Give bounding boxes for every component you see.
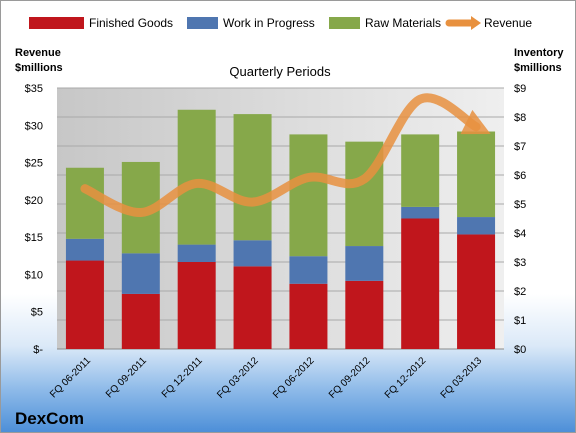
right-axis-title-line1: Inventory — [514, 47, 564, 59]
left-tick-label: $15 — [25, 232, 43, 244]
work-in-progress-bar — [177, 244, 216, 262]
raw-materials-bar — [401, 134, 440, 207]
right-tick-label: $8 — [514, 112, 526, 124]
x-tick-label: FQ 09-2012 — [327, 355, 373, 401]
x-ticks: FQ 06-2011 FQ 09-2011 FQ 12-2011 FQ 03-2012… — [48, 355, 484, 401]
finished-goods-bar — [65, 260, 104, 349]
work-in-progress-bar — [457, 217, 496, 235]
right-tick-label: $3 — [514, 257, 526, 269]
right-tick-label: $6 — [514, 170, 526, 182]
legend-label: Finished Goods — [89, 16, 173, 30]
bars — [65, 109, 496, 349]
legend-swatch — [329, 17, 360, 29]
right-tick-label: $5 — [514, 199, 526, 211]
legend-arrow — [471, 16, 481, 30]
right-tick-label: $9 — [514, 83, 526, 95]
legend-item: Raw Materials — [329, 16, 441, 30]
right-tick-label: $4 — [514, 228, 526, 240]
x-tick-label: FQ 12-2011 — [160, 355, 205, 400]
right-tick-label: $0 — [514, 344, 526, 356]
finished-goods-bar — [289, 283, 328, 349]
work-in-progress-bar — [121, 253, 160, 294]
raw-materials-bar — [177, 109, 216, 245]
right-tick-label: $2 — [514, 286, 526, 298]
x-tick-label: FQ 03-2013 — [439, 355, 485, 401]
finished-goods-bar — [177, 262, 216, 349]
right-y-ticks: $0 $1 $2 $3 $4 $5 $6 $7 $8 $9 — [514, 83, 526, 356]
legend-item: Finished Goods — [29, 16, 173, 30]
work-in-progress-bar — [289, 256, 328, 284]
company-name: DexCom — [15, 409, 84, 428]
right-axis-title-line2: $millions — [514, 62, 562, 74]
finished-goods-bar — [121, 293, 160, 349]
finished-goods-bar — [401, 218, 440, 349]
legend-item: Revenue — [445, 16, 532, 30]
right-tick-label: $7 — [514, 141, 526, 153]
left-axis-title-line1: Revenue — [15, 47, 61, 59]
legend-swatch — [29, 17, 84, 29]
raw-materials-bar — [65, 167, 104, 239]
left-y-ticks: $- $5 $10 $15 $20 $25 $30 $35 — [25, 83, 44, 356]
x-tick-label: FQ 09-2011 — [104, 355, 149, 400]
legend-label: Raw Materials — [365, 16, 441, 30]
x-tick-label: FQ 03-2012 — [215, 355, 261, 401]
right-tick-label: $1 — [514, 315, 526, 327]
work-in-progress-bar — [65, 238, 104, 261]
left-axis-title-line2: $millions — [15, 62, 63, 74]
raw-materials-bar — [457, 131, 496, 218]
work-in-progress-bar — [401, 206, 440, 219]
left-tick-label: $25 — [25, 158, 43, 170]
legend: Finished Goods Work in Progress Raw Materi… — [29, 16, 532, 30]
finished-goods-bar — [457, 234, 496, 349]
revenue-line — [80, 93, 491, 218]
left-tick-label: $20 — [25, 195, 43, 207]
work-in-progress-bar — [345, 246, 384, 281]
x-tick-label: FQ 12-2012 — [383, 355, 429, 401]
left-tick-label: $35 — [25, 83, 43, 95]
raw-materials-bar — [233, 114, 272, 241]
chart-subtitle: Quarterly Periods — [229, 64, 331, 79]
work-in-progress-bar — [233, 240, 272, 267]
finished-goods-bar — [345, 280, 384, 349]
left-tick-label: $5 — [31, 307, 43, 319]
x-tick-label: FQ 06-2011 — [48, 355, 93, 400]
revenue-line-path — [80, 93, 491, 218]
finished-goods-bar — [233, 266, 272, 349]
legend-label: Revenue — [484, 16, 532, 30]
left-tick-label: $- — [33, 344, 43, 356]
raw-materials-bar — [289, 134, 328, 257]
x-tick-label: FQ 06-2012 — [271, 355, 317, 401]
left-tick-label: $10 — [25, 269, 43, 281]
legend-label: Work in Progress — [223, 16, 315, 30]
legend-item: Work in Progress — [187, 16, 315, 30]
left-tick-label: $30 — [25, 120, 43, 132]
legend-swatch — [187, 17, 218, 29]
